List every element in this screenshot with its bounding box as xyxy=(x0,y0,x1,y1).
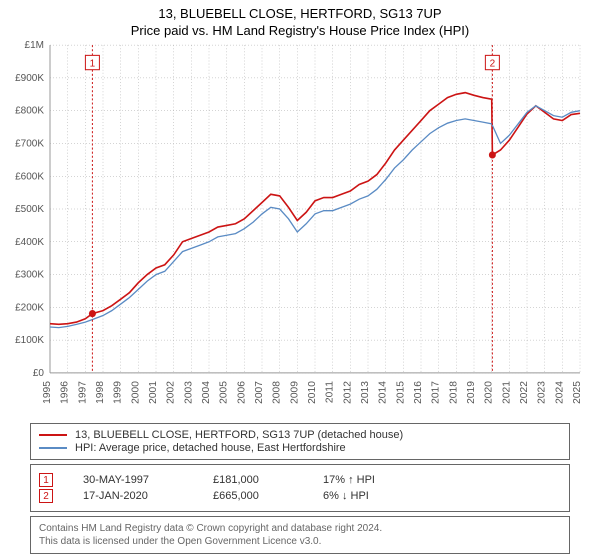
svg-text:2021: 2021 xyxy=(501,381,512,404)
svg-text:1998: 1998 xyxy=(95,381,106,404)
event-hpi: 17% ↑ HPI xyxy=(323,474,403,486)
svg-text:£400K: £400K xyxy=(15,237,44,248)
legend-swatch xyxy=(39,434,67,436)
title-main: 13, BLUEBELL CLOSE, HERTFORD, SG13 7UP xyxy=(0,6,600,21)
event-date: 17-JAN-2020 xyxy=(83,490,183,502)
legend-swatch xyxy=(39,447,67,449)
svg-text:2015: 2015 xyxy=(395,381,406,404)
svg-text:2023: 2023 xyxy=(537,381,548,404)
title-block: 13, BLUEBELL CLOSE, HERTFORD, SG13 7UP P… xyxy=(0,0,600,40)
event-price: £181,000 xyxy=(213,474,293,486)
svg-text:2011: 2011 xyxy=(325,381,336,403)
svg-text:1999: 1999 xyxy=(113,381,124,404)
svg-text:2001: 2001 xyxy=(148,381,159,404)
chart-svg: £0 £100K £200K £300K £400K £500K £600K £700K £80… xyxy=(0,40,600,419)
svg-text:£100K: £100K xyxy=(15,335,44,346)
svg-text:£1M: £1M xyxy=(25,40,44,51)
event-row-badge: 2 xyxy=(39,489,53,503)
legend-label: HPI: Average price, detached house, East… xyxy=(75,442,346,454)
svg-text:2018: 2018 xyxy=(448,381,459,404)
svg-text:2013: 2013 xyxy=(360,381,371,404)
svg-text:2003: 2003 xyxy=(183,381,194,404)
svg-text:£200K: £200K xyxy=(15,302,44,313)
event-price: £665,000 xyxy=(213,490,293,502)
svg-text:2006: 2006 xyxy=(236,381,247,404)
legend-box: 13, BLUEBELL CLOSE, HERTFORD, SG13 7UP (… xyxy=(30,423,570,460)
title-sub: Price paid vs. HM Land Registry's House … xyxy=(0,23,600,38)
svg-text:2008: 2008 xyxy=(272,381,283,404)
svg-text:£700K: £700K xyxy=(15,138,44,149)
legend-row: HPI: Average price, detached house, East… xyxy=(39,442,561,454)
svg-text:2005: 2005 xyxy=(219,381,230,404)
svg-text:£300K: £300K xyxy=(15,270,44,281)
svg-text:2012: 2012 xyxy=(342,381,353,404)
event-point xyxy=(89,310,96,317)
svg-text:2004: 2004 xyxy=(201,381,212,404)
event-badge-num: 1 xyxy=(90,59,96,70)
svg-text:£800K: £800K xyxy=(15,106,44,117)
event-point xyxy=(489,151,496,158)
event-badge-num: 2 xyxy=(490,59,496,70)
svg-text:1997: 1997 xyxy=(77,381,88,404)
svg-text:£0: £0 xyxy=(33,368,44,379)
svg-text:2017: 2017 xyxy=(431,381,442,404)
svg-text:2020: 2020 xyxy=(484,381,495,404)
svg-text:1995: 1995 xyxy=(42,381,53,404)
event-date: 30-MAY-1997 xyxy=(83,474,183,486)
svg-text:2019: 2019 xyxy=(466,381,477,404)
svg-text:£500K: £500K xyxy=(15,204,44,215)
footer-line1: Contains HM Land Registry data © Crown c… xyxy=(39,522,561,535)
svg-text:2022: 2022 xyxy=(519,381,530,404)
svg-text:2009: 2009 xyxy=(289,381,300,404)
svg-text:2002: 2002 xyxy=(166,381,177,404)
svg-text:2010: 2010 xyxy=(307,381,318,404)
events-box: 1 30-MAY-1997 £181,000 17% ↑ HPI 2 17-JAN-202… xyxy=(30,464,570,512)
event-hpi: 6% ↓ HPI xyxy=(323,490,403,502)
event-row: 2 17-JAN-2020 £665,000 6% ↓ HPI xyxy=(39,489,561,503)
legend-row: 13, BLUEBELL CLOSE, HERTFORD, SG13 7UP (… xyxy=(39,429,561,441)
chart-container: 13, BLUEBELL CLOSE, HERTFORD, SG13 7UP P… xyxy=(0,0,600,560)
svg-text:2000: 2000 xyxy=(130,381,141,404)
svg-text:2025: 2025 xyxy=(572,381,583,404)
legend-label: 13, BLUEBELL CLOSE, HERTFORD, SG13 7UP (… xyxy=(75,429,403,441)
chart-area: £0 £100K £200K £300K £400K £500K £600K £700K £80… xyxy=(0,40,600,419)
svg-text:2014: 2014 xyxy=(378,381,389,404)
svg-text:£600K: £600K xyxy=(15,171,44,182)
svg-text:£900K: £900K xyxy=(15,73,44,84)
svg-text:2024: 2024 xyxy=(554,381,565,404)
svg-text:1996: 1996 xyxy=(60,381,71,404)
footer-box: Contains HM Land Registry data © Crown c… xyxy=(30,516,570,554)
footer-line2: This data is licensed under the Open Gov… xyxy=(39,535,561,548)
event-row: 1 30-MAY-1997 £181,000 17% ↑ HPI xyxy=(39,473,561,487)
svg-text:2007: 2007 xyxy=(254,381,265,404)
svg-text:2016: 2016 xyxy=(413,381,424,404)
event-row-badge: 1 xyxy=(39,473,53,487)
